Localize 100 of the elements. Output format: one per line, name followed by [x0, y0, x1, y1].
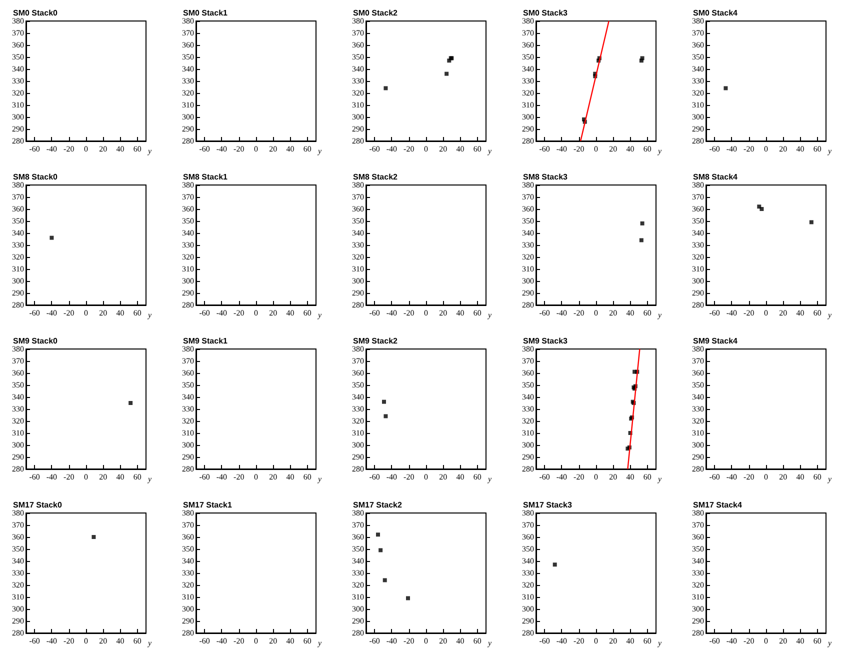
chart-title: SM0 Stack4 [693, 8, 738, 18]
x-tick-label: 0 [84, 308, 88, 318]
y-tick-label: 310 [182, 264, 194, 274]
x-tick-label: -20 [574, 144, 584, 154]
x-tick-label: 0 [424, 472, 428, 482]
y-tick-label: 290 [352, 288, 364, 298]
y-tick-label: 330 [12, 240, 24, 250]
x-tick-label: 60 [303, 308, 312, 318]
y-tick-label: 280 [12, 464, 24, 474]
x-tick-label: 0 [254, 636, 258, 646]
y-tick-label: 310 [12, 264, 24, 274]
y-tick-label: 320 [522, 88, 534, 98]
y-tick-label: 300 [692, 112, 704, 122]
x-tick-label: -20 [234, 308, 244, 318]
y-tick-label: 350 [182, 216, 194, 226]
y-tick-label: 340 [352, 556, 364, 566]
y-tick-label: 300 [352, 276, 364, 286]
y-tick-label: 320 [692, 416, 704, 426]
y-tick-label: 310 [522, 264, 534, 274]
chart-title: SM9 Stack1 [183, 336, 228, 346]
y-tick-label: 330 [692, 76, 704, 86]
x-tick-label: -60 [709, 636, 720, 646]
y-tick-label: 300 [522, 112, 534, 122]
y-tick-label: 320 [352, 416, 364, 426]
y-tick-label: 360 [522, 204, 534, 214]
chart-title: SM0 Stack3 [523, 8, 568, 18]
y-tick-label: 290 [182, 124, 194, 134]
y-tick-label: 320 [692, 580, 704, 590]
x-tick-label: 60 [133, 308, 142, 318]
y-tick-label: 360 [12, 40, 24, 50]
y-tick-label: 340 [692, 64, 704, 74]
x-tick-label: 0 [84, 636, 88, 646]
y-tick-label: 370 [522, 356, 534, 366]
x-axis-title: y [487, 146, 492, 156]
x-tick-label: 20 [609, 144, 618, 154]
y-tick-label: 280 [692, 464, 704, 474]
chart-title: SM17 Stack3 [523, 500, 572, 510]
y-tick-label: 350 [182, 380, 194, 390]
y-tick-label: 370 [182, 28, 194, 38]
x-axis-title: y [317, 310, 322, 320]
y-tick-label: 330 [522, 76, 534, 86]
x-tick-label: 0 [764, 308, 768, 318]
x-tick-label: -60 [369, 308, 380, 318]
x-tick-label: 20 [99, 144, 108, 154]
x-tick-label: 20 [269, 308, 278, 318]
y-tick-label: 290 [182, 616, 194, 626]
y-tick-label: 330 [182, 568, 194, 578]
y-tick-label: 370 [182, 356, 194, 366]
y-tick-label: 350 [522, 52, 534, 62]
x-tick-label: 0 [424, 308, 428, 318]
x-tick-label: -20 [64, 308, 74, 318]
x-tick-label: -40 [556, 472, 568, 482]
x-tick-label: 40 [286, 636, 294, 646]
y-tick-label: 280 [12, 300, 24, 310]
x-tick-label: -60 [369, 144, 380, 154]
y-tick-label: 280 [182, 300, 194, 310]
y-tick-label: 360 [522, 532, 534, 542]
y-tick-label: 320 [12, 252, 24, 262]
x-tick-label: 0 [254, 472, 258, 482]
x-tick-label: -20 [574, 472, 584, 482]
y-tick-label: 370 [522, 520, 534, 530]
x-tick-label: 60 [813, 636, 822, 646]
x-tick-label: -40 [46, 308, 58, 318]
y-tick-label: 310 [182, 100, 194, 110]
x-tick-label: 60 [813, 308, 822, 318]
x-tick-label: 40 [116, 144, 124, 154]
x-tick-label: -60 [29, 144, 40, 154]
y-tick-label: 380 [692, 508, 704, 518]
y-tick-label: 290 [352, 452, 364, 462]
y-tick-label: 340 [522, 64, 534, 74]
y-tick-label: 310 [352, 100, 364, 110]
x-tick-label: 0 [594, 636, 598, 646]
y-tick-label: 360 [182, 368, 194, 378]
y-tick-label: 330 [12, 404, 24, 414]
x-tick-label: 60 [133, 636, 142, 646]
y-tick-label: 370 [12, 356, 24, 366]
x-tick-label: 60 [643, 144, 652, 154]
x-tick-label: 20 [609, 308, 618, 318]
x-tick-label: 20 [779, 144, 788, 154]
y-tick-label: 330 [182, 240, 194, 250]
y-tick-label: 340 [12, 64, 24, 74]
y-tick-label: 310 [522, 428, 534, 438]
y-tick-label: 350 [182, 52, 194, 62]
y-tick-label: 280 [352, 628, 364, 638]
y-tick-label: 380 [352, 16, 364, 26]
x-axis-title: y [657, 310, 662, 320]
y-tick-label: 300 [692, 440, 704, 450]
y-tick-label: 340 [522, 228, 534, 238]
x-tick-label: -20 [64, 144, 74, 154]
y-tick-label: 280 [692, 300, 704, 310]
y-tick-label: 340 [522, 392, 534, 402]
y-tick-label: 330 [12, 76, 24, 86]
y-tick-label: 340 [182, 556, 194, 566]
y-tick-label: 300 [352, 112, 364, 122]
y-tick-label: 380 [692, 344, 704, 354]
x-tick-label: -20 [234, 144, 244, 154]
x-tick-label: -20 [574, 308, 584, 318]
y-tick-label: 310 [182, 428, 194, 438]
y-tick-label: 350 [352, 544, 364, 554]
y-tick-label: 320 [522, 580, 534, 590]
